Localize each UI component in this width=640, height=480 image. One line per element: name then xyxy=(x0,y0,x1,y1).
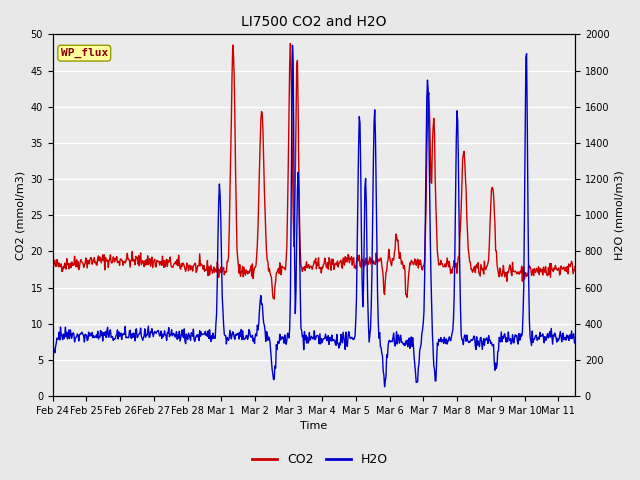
Line: CO2: CO2 xyxy=(52,44,575,299)
CO2 xyxy=(425,90,433,96)
H2O xyxy=(49,335,56,340)
Y-axis label: CO2 (mmol/m3): CO2 (mmol/m3) xyxy=(15,171,25,260)
CO2 xyxy=(287,41,294,47)
H2O xyxy=(381,384,388,390)
H2O xyxy=(572,340,579,346)
CO2 xyxy=(122,258,130,264)
H2O xyxy=(51,350,59,356)
CO2 xyxy=(572,264,579,270)
H2O xyxy=(438,339,445,345)
X-axis label: Time: Time xyxy=(300,421,328,432)
H2O xyxy=(425,128,433,133)
Title: LI7500 CO2 and H2O: LI7500 CO2 and H2O xyxy=(241,15,387,29)
CO2 xyxy=(270,296,278,302)
H2O xyxy=(122,335,130,341)
CO2 xyxy=(293,62,301,68)
CO2 xyxy=(273,270,280,276)
H2O xyxy=(292,286,300,292)
CO2 xyxy=(438,261,445,267)
Legend: CO2, H2O: CO2, H2O xyxy=(247,448,393,471)
CO2 xyxy=(51,257,59,263)
Text: WP_flux: WP_flux xyxy=(61,48,108,58)
H2O xyxy=(272,365,280,371)
Line: H2O: H2O xyxy=(52,45,575,387)
CO2 xyxy=(49,261,56,267)
H2O xyxy=(289,42,296,48)
Y-axis label: H2O (mmol/m3): H2O (mmol/m3) xyxy=(615,170,625,260)
